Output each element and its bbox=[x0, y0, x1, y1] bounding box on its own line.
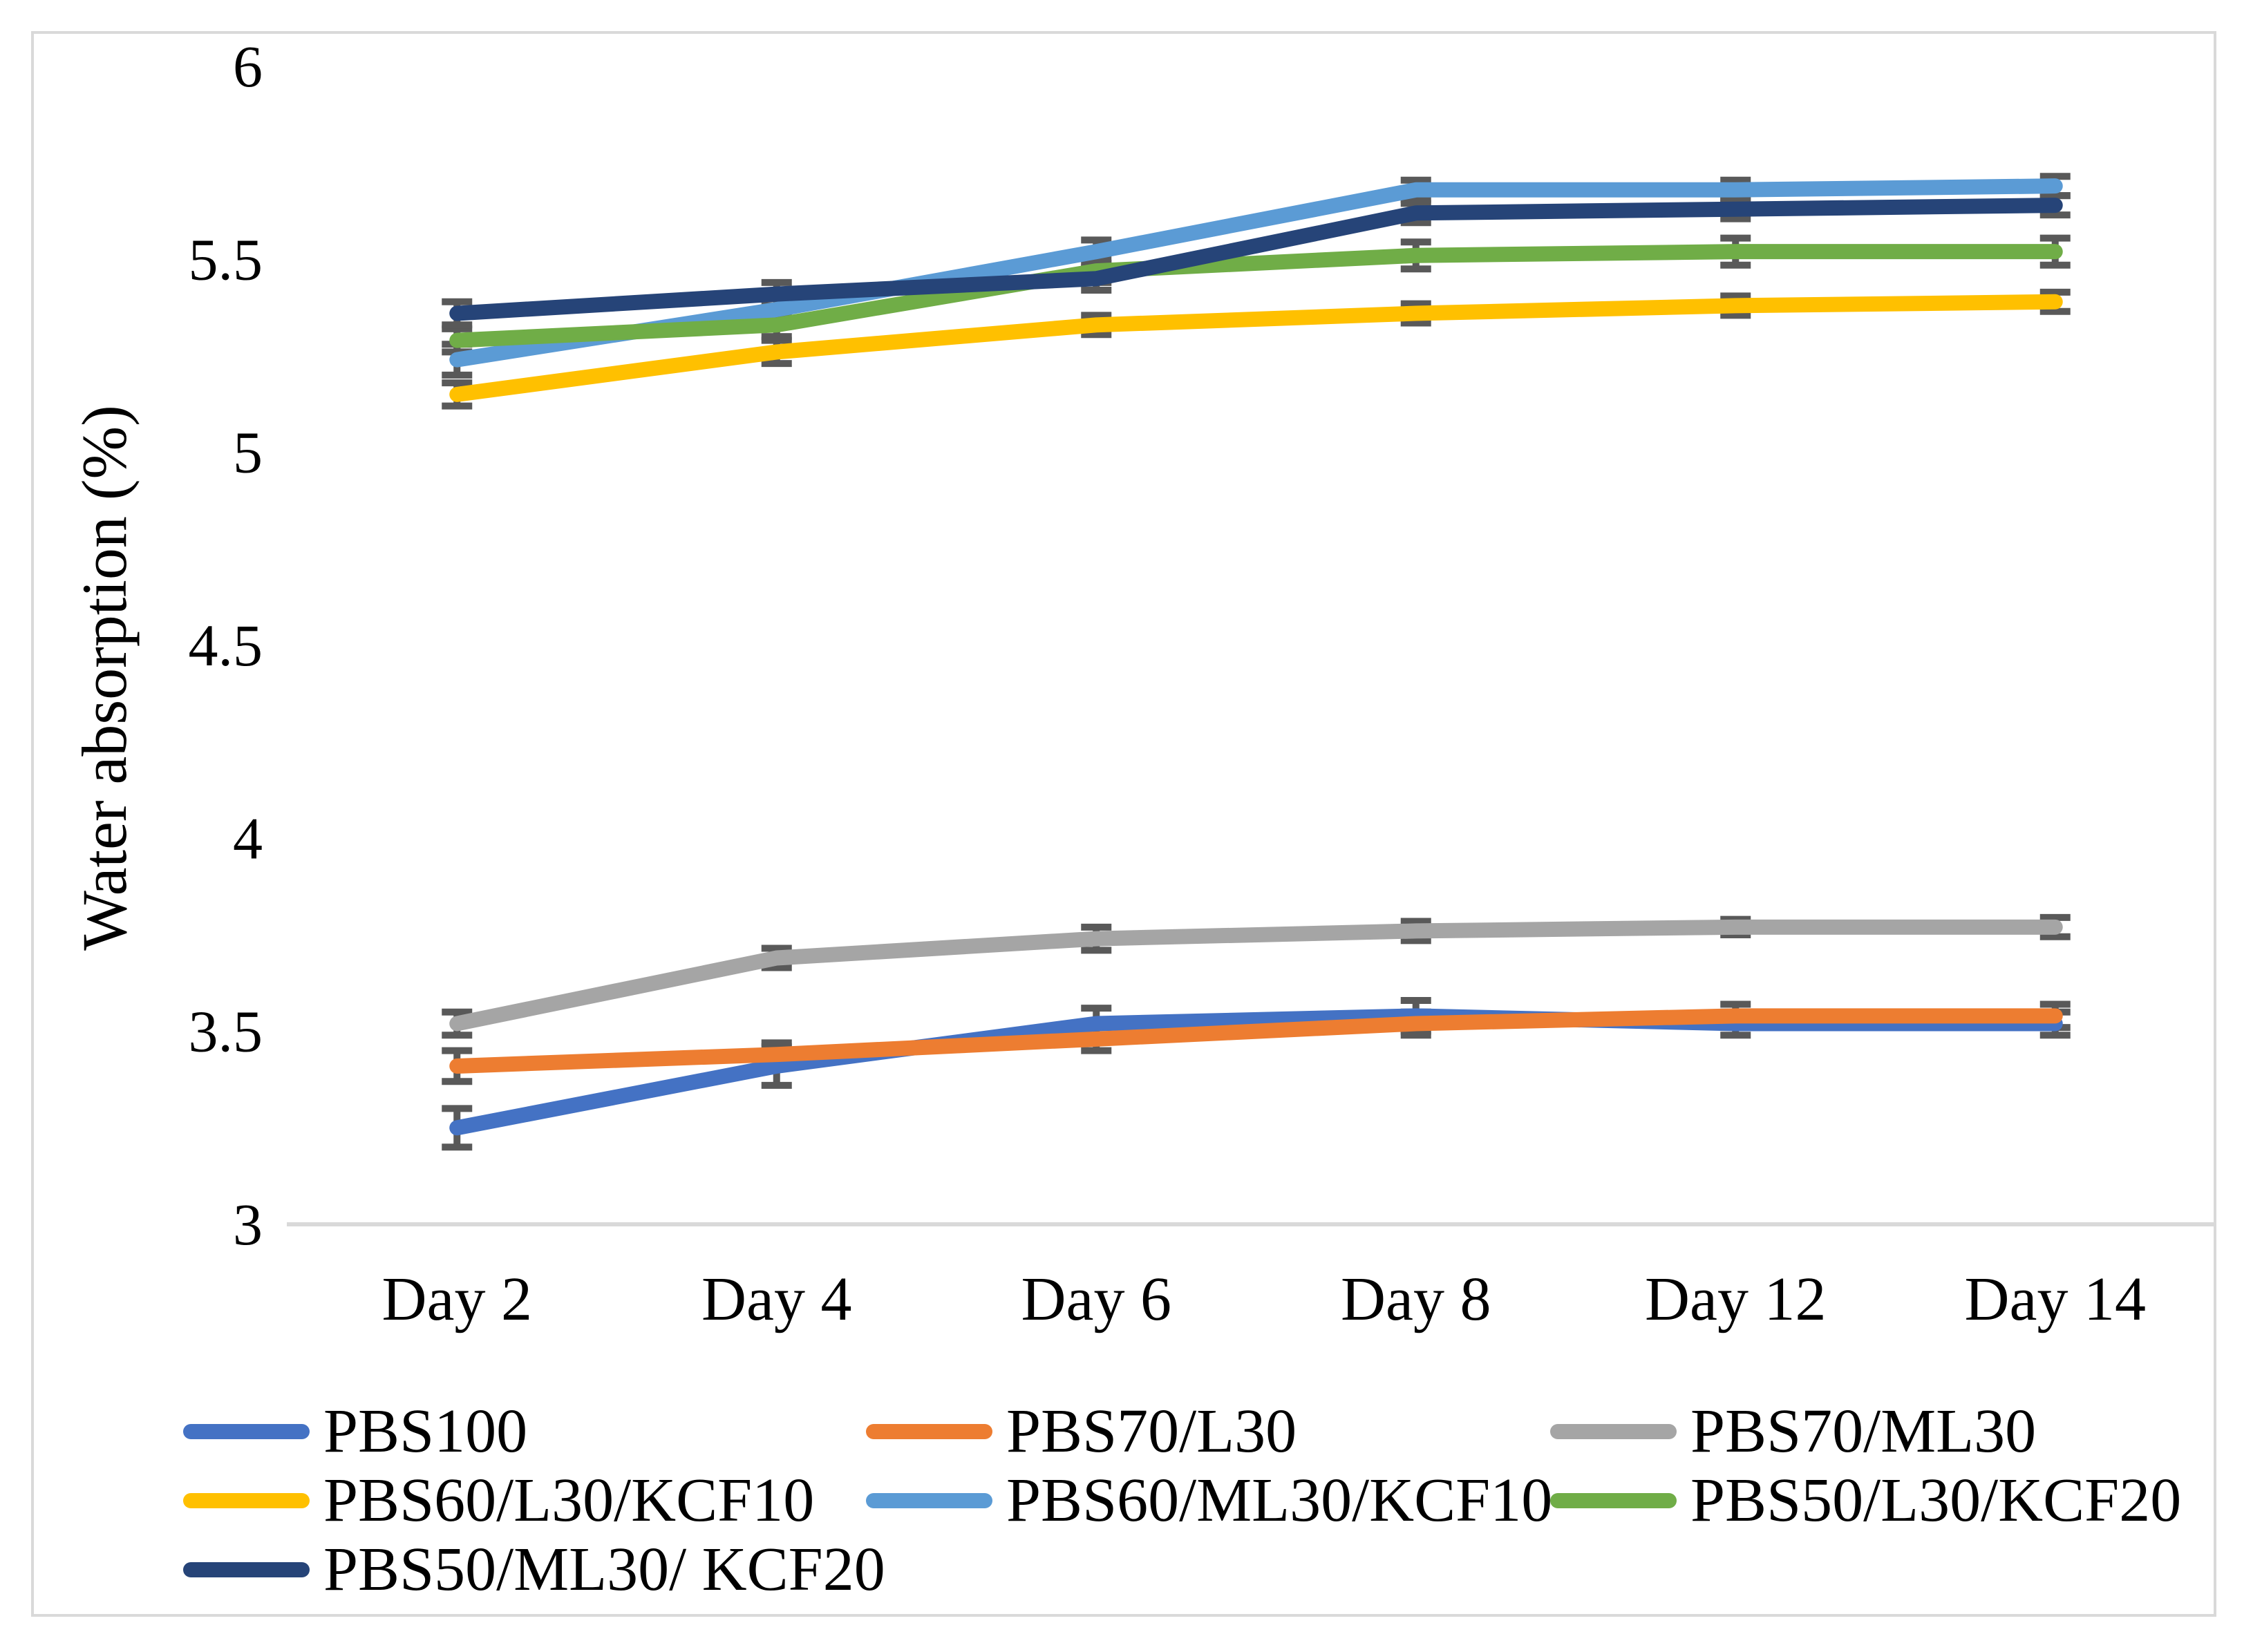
legend-item: PBS60/ML30/KCF10 bbox=[866, 1466, 1552, 1535]
legend-item: PBS100 bbox=[183, 1397, 527, 1466]
series-line-pbs60-ml30-kcf10 bbox=[449, 178, 2063, 368]
x-tick-label: Day 12 bbox=[1645, 1265, 1826, 1333]
x-tick-label: Day 8 bbox=[1341, 1265, 1491, 1333]
legend-swatch-icon bbox=[1550, 1493, 1677, 1508]
legend-label: PBS50/ML30/ KCF20 bbox=[323, 1535, 885, 1604]
legend-label: PBS60/L30/KCF10 bbox=[323, 1466, 815, 1535]
x-tick-label: Day 2 bbox=[382, 1265, 532, 1333]
series-line-pbs50-ml30-kcf20 bbox=[449, 198, 2063, 321]
legend-label: PBS70/L30 bbox=[1006, 1397, 1297, 1465]
figure-frame: Water absorption (%) bbox=[31, 31, 2216, 1617]
y-tick-label: 6 bbox=[233, 33, 263, 99]
y-tick-label: 4.5 bbox=[189, 612, 263, 678]
legend-swatch-icon bbox=[1550, 1424, 1677, 1439]
legend-label: PBS100 bbox=[323, 1397, 528, 1465]
legend-label: PBS70/ML30 bbox=[1690, 1397, 2037, 1465]
legend-item: PBS60/L30/KCF10 bbox=[183, 1466, 814, 1535]
legend-swatch-icon bbox=[183, 1562, 310, 1577]
legend-item: PBS70/ML30 bbox=[1550, 1397, 2036, 1466]
series-line-pbs70-ml30 bbox=[449, 919, 2063, 1032]
y-tick-label: 4 bbox=[233, 805, 263, 871]
legend-item: PBS50/L30/KCF20 bbox=[1550, 1466, 2181, 1535]
legend-label: PBS60/ML30/KCF10 bbox=[1006, 1466, 1553, 1535]
y-tick-label: 5.5 bbox=[189, 226, 263, 292]
legend-swatch-icon bbox=[866, 1493, 992, 1508]
series-line-pbs70-l30 bbox=[449, 1008, 2063, 1074]
x-tick-label: Day 6 bbox=[1021, 1265, 1171, 1333]
series-line-pbs50-l30-kcf20 bbox=[449, 244, 2063, 348]
series-line-pbs60-l30-kcf10 bbox=[449, 294, 2063, 402]
y-tick-label: 3.5 bbox=[189, 998, 263, 1065]
x-tick-label: Day 4 bbox=[701, 1265, 851, 1333]
legend-label: PBS50/L30/KCF20 bbox=[1690, 1466, 2182, 1535]
legend-swatch-icon bbox=[183, 1493, 310, 1508]
series-line-pbs100 bbox=[449, 1008, 2063, 1136]
y-tick-label: 3 bbox=[233, 1191, 263, 1257]
x-tick-label: Day 14 bbox=[1965, 1265, 2146, 1333]
legend-item: PBS70/L30 bbox=[866, 1397, 1297, 1466]
legend-swatch-icon bbox=[183, 1424, 310, 1439]
y-tick-label: 5 bbox=[233, 419, 263, 486]
legend-swatch-icon bbox=[866, 1424, 992, 1439]
legend-item: PBS50/ML30/ KCF20 bbox=[183, 1535, 885, 1604]
